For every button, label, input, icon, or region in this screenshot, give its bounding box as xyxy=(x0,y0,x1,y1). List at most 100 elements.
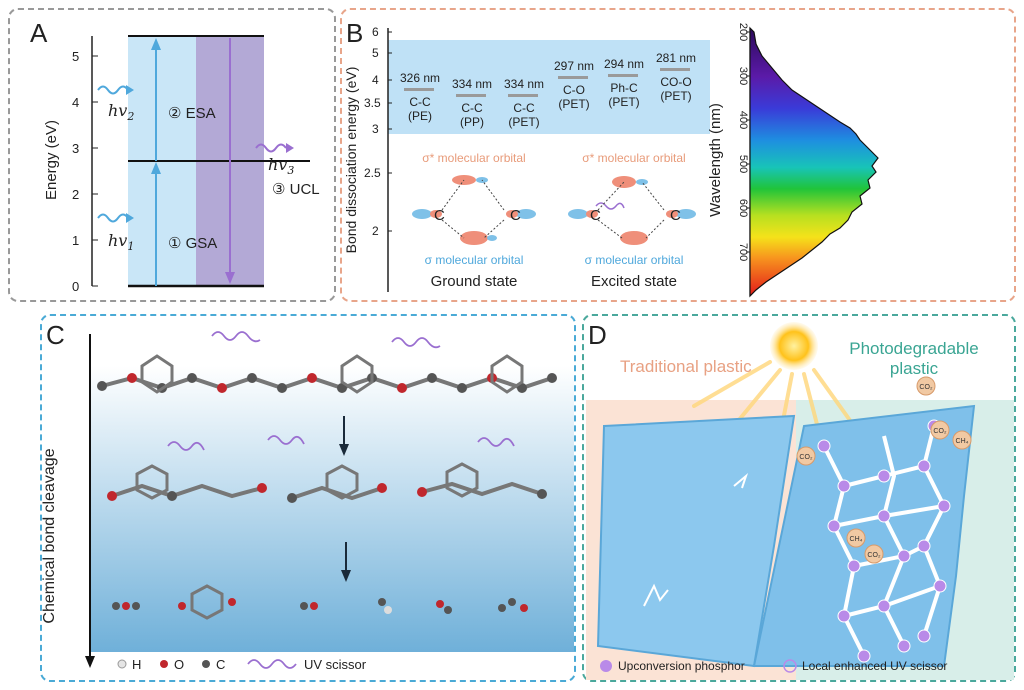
svg-text:(PE): (PE) xyxy=(408,109,432,123)
panel-a-energy-diagram: A 0 1 2 3 4 5 Energy (eV) xyxy=(30,18,320,294)
c-atom-right: C xyxy=(510,207,521,224)
panel-c-cleavage-diagram: C Chemical bond cleavage xyxy=(41,320,574,672)
svg-text:CO-O: CO-O xyxy=(660,75,691,89)
uv-scissor-4-icon xyxy=(267,435,305,445)
y-ticks: 0 1 2 3 4 5 xyxy=(72,49,98,294)
spec-tick-700: 700 xyxy=(737,243,749,261)
photodegradable-label-1: Photodegradable xyxy=(849,339,979,358)
spec-tick-200: 200 xyxy=(737,23,749,41)
panel-d: D Traditional plastic Photodegradable pl… xyxy=(582,314,1016,682)
svg-text:(PET): (PET) xyxy=(608,95,639,109)
panel-a-letter: A xyxy=(30,18,48,48)
hv2-label: hv2 xyxy=(108,101,134,123)
b-tick-5: 5 xyxy=(372,46,379,60)
legend-o: O xyxy=(174,657,184,672)
svg-text:(PP): (PP) xyxy=(460,115,484,129)
photodegradable-label-2: plastic xyxy=(890,359,939,378)
panel-b-letter: B xyxy=(346,18,363,48)
small-molecules xyxy=(112,584,528,620)
excited-sigma-star-label: σ* molecular orbital xyxy=(582,151,685,165)
c-atom-left: C xyxy=(434,207,445,224)
co2-bubble-2: CO₂ xyxy=(919,384,933,391)
sun-icon xyxy=(770,322,818,370)
svg-text:334 nm: 334 nm xyxy=(504,77,544,91)
svg-text:C-C: C-C xyxy=(513,101,535,115)
spectrum-y-label: Wavelength (nm) xyxy=(707,103,724,217)
ch4-bubble-2: CH₄ xyxy=(850,536,863,543)
panel-b: B 2 2.5 3 3.5 4 5 6 Bond dissociation en… xyxy=(340,8,1016,302)
svg-text:297 nm: 297 nm xyxy=(554,59,594,73)
uv-scissor-3-icon xyxy=(167,441,205,451)
legend-scissor: Local enhanced UV scissor xyxy=(802,659,947,673)
tick-0: 0 xyxy=(72,279,79,294)
excited-state-label: Excited state xyxy=(591,273,677,290)
esa-label: ② ESA xyxy=(168,105,216,122)
ch4-bubble-1: CH₄ xyxy=(956,438,969,445)
svg-text:(PET): (PET) xyxy=(660,89,691,103)
upconversion-phosphors xyxy=(817,419,951,663)
panel-d-plastic-diagram: D Traditional plastic Photodegradable pl… xyxy=(586,320,1014,680)
photon-3-icon xyxy=(255,143,287,153)
legend-uv: UV scissor xyxy=(304,657,367,672)
legend-phosphor: Upconversion phosphor xyxy=(618,659,745,673)
panel-d-letter: D xyxy=(588,320,607,350)
svg-text:C-O: C-O xyxy=(563,83,585,97)
b-tick-4: 4 xyxy=(372,73,379,87)
legend-h: H xyxy=(132,657,141,672)
polymer-chain xyxy=(97,354,557,394)
spec-tick-500: 500 xyxy=(737,155,749,173)
svg-text:334 nm: 334 nm xyxy=(452,77,492,91)
excited-state-diagram: σ* molecular orbital C C σ molecular orb… xyxy=(568,151,696,290)
spectrum-curve xyxy=(749,26,879,298)
b-tick-2: 2 xyxy=(372,224,379,238)
svg-text:(PET): (PET) xyxy=(558,97,589,111)
b-y-axis-label: Bond dissociation energy (eV) xyxy=(343,67,359,254)
polymer-fragments xyxy=(107,462,547,503)
panel-c-background xyxy=(90,366,574,652)
svg-text:(PET): (PET) xyxy=(508,115,539,129)
ground-sigma-star-label: σ* molecular orbital xyxy=(422,151,525,165)
panel-b-bond-diagram: B 2 2.5 3 3.5 4 5 6 Bond dissociation en… xyxy=(343,18,879,298)
svg-text:C-C: C-C xyxy=(461,101,483,115)
bond-pet-co: 297 nm C-O (PET) xyxy=(554,59,594,111)
ucl-label: ③ UCL xyxy=(272,181,320,198)
y-axis-label: Energy (eV) xyxy=(43,120,60,200)
panel-c-letter: C xyxy=(46,320,65,350)
tick-1: 1 xyxy=(72,233,79,248)
c-atom-left-excited: C xyxy=(590,207,601,224)
tick-2: 2 xyxy=(72,187,79,202)
svg-text:294 nm: 294 nm xyxy=(604,57,644,71)
co2-bubble-4: CO₂ xyxy=(867,552,881,559)
uv-scissor-1-icon xyxy=(211,331,261,343)
panel-c: C Chemical bond cleavage xyxy=(40,314,576,682)
bond-list: 326 nm C-C (PE) 334 nm C-C (PP) 334 nm C… xyxy=(400,51,696,129)
b-tick-3-5: 3.5 xyxy=(364,96,381,110)
spec-tick-400: 400 xyxy=(737,111,749,129)
co2-bubble-1: CO₂ xyxy=(799,454,813,461)
svg-text:326 nm: 326 nm xyxy=(400,71,440,85)
b-tick-2-5: 2.5 xyxy=(364,166,381,180)
bond-pet-coo: 281 nm CO-O (PET) xyxy=(656,51,696,103)
bond-pet-cc: 334 nm C-C (PET) xyxy=(504,77,544,129)
co2-bubble-3: CO₂ xyxy=(933,428,947,435)
tick-3: 3 xyxy=(72,141,79,156)
excitation-photon-icon xyxy=(595,202,625,210)
legend-uv-icon xyxy=(247,659,297,669)
gsa-label: ① GSA xyxy=(168,235,217,252)
traditional-label: Traditional plastic xyxy=(620,357,752,376)
svg-text:Ph-C: Ph-C xyxy=(610,81,638,95)
b-y-ticks: 2 2.5 3 3.5 4 5 6 xyxy=(364,25,392,238)
cleavage-axis-label: Chemical bond cleavage xyxy=(42,448,58,623)
hv3-label: hv3 xyxy=(268,155,294,177)
uv-scissor-5-icon xyxy=(477,437,515,447)
panel-c-legend: H O C UV scissor xyxy=(117,657,367,672)
tick-5: 5 xyxy=(72,49,79,64)
svg-text:281 nm: 281 nm xyxy=(656,51,696,65)
ground-sigma-label: σ molecular orbital xyxy=(425,253,524,267)
svg-text:C-C: C-C xyxy=(409,95,431,109)
panel-d-legend: Upconversion phosphor Local enhanced UV … xyxy=(600,659,947,673)
bond-energy-box xyxy=(388,40,710,134)
uv-spectrum: 200 300 400 500 600 700 Wavelength (nm) xyxy=(707,23,879,298)
panel-a: A 0 1 2 3 4 5 Energy (eV) xyxy=(8,8,336,302)
b-tick-6: 6 xyxy=(372,25,379,39)
